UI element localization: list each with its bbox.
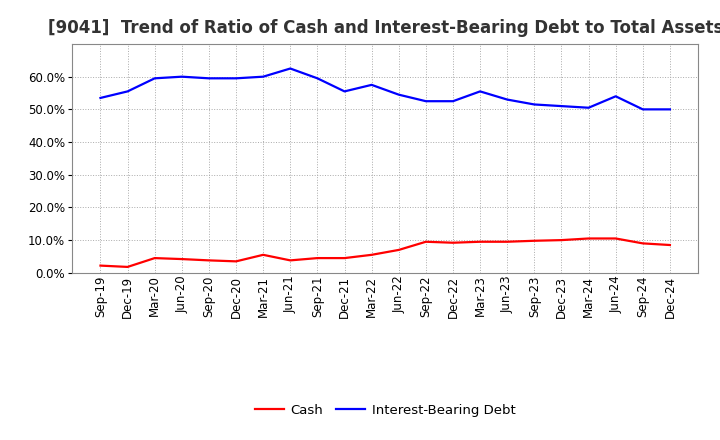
Interest-Bearing Debt [286,66,294,71]
Cash [395,247,403,253]
Cash [367,252,376,257]
Cash [530,238,539,243]
Cash [557,238,566,243]
Line: Cash: Cash [101,238,670,267]
Cash [476,239,485,244]
Cash [341,256,349,261]
Interest-Bearing Debt [367,82,376,88]
Cash [639,241,647,246]
Cash [150,256,159,261]
Cash [584,236,593,241]
Cash [313,256,322,261]
Cash [123,264,132,270]
Cash [449,240,457,246]
Interest-Bearing Debt [96,95,105,101]
Interest-Bearing Debt [341,89,349,94]
Interest-Bearing Debt [395,92,403,97]
Cash [421,239,430,244]
Interest-Bearing Debt [665,107,674,112]
Interest-Bearing Debt [150,76,159,81]
Cash [286,258,294,263]
Interest-Bearing Debt [503,97,511,102]
Cash [259,252,268,257]
Cash [611,236,620,241]
Interest-Bearing Debt [259,74,268,79]
Interest-Bearing Debt [639,107,647,112]
Interest-Bearing Debt [476,89,485,94]
Legend: Cash, Interest-Bearing Debt: Cash, Interest-Bearing Debt [249,398,521,422]
Interest-Bearing Debt [178,74,186,79]
Interest-Bearing Debt [584,105,593,110]
Interest-Bearing Debt [123,89,132,94]
Cash [503,239,511,244]
Title: [9041]  Trend of Ratio of Cash and Interest-Bearing Debt to Total Assets: [9041] Trend of Ratio of Cash and Intere… [48,19,720,37]
Interest-Bearing Debt [449,99,457,104]
Cash [204,258,213,263]
Interest-Bearing Debt [313,76,322,81]
Interest-Bearing Debt [557,103,566,109]
Cash [665,242,674,248]
Interest-Bearing Debt [204,76,213,81]
Interest-Bearing Debt [421,99,430,104]
Cash [178,257,186,262]
Interest-Bearing Debt [232,76,240,81]
Cash [96,263,105,268]
Line: Interest-Bearing Debt: Interest-Bearing Debt [101,69,670,110]
Interest-Bearing Debt [611,94,620,99]
Cash [232,259,240,264]
Interest-Bearing Debt [530,102,539,107]
